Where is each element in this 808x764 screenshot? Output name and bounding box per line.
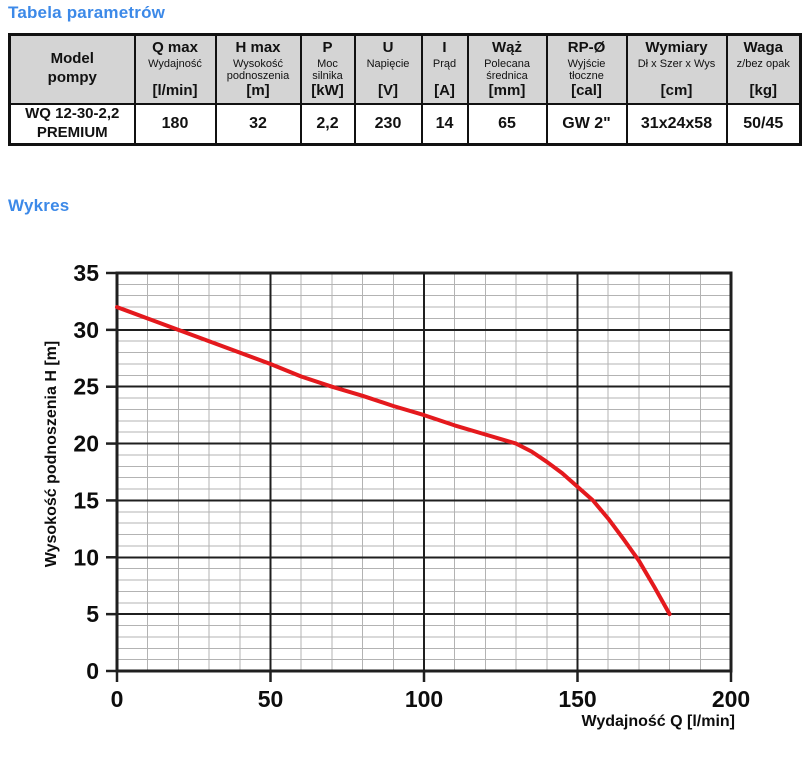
parameters-table: Model pompy Q max Wydajność [l/min] H ma… <box>8 33 802 146</box>
value-qmax: 180 <box>133 103 217 146</box>
model-value-line2: PREMIUM <box>36 124 108 142</box>
col-header-current: I Prąd [A] <box>420 33 469 106</box>
value-voltage: 230 <box>353 103 423 146</box>
col-header-dimensions: Wymiary Dł x Szer x Wys [cm] <box>625 33 728 106</box>
value-dimensions: 31x24x58 <box>625 103 728 146</box>
svg-text:50: 50 <box>258 686 284 712</box>
svg-text:200: 200 <box>712 686 750 712</box>
table-value-row: WQ 12-30-2,2 PREMIUM 180 32 2,2 230 14 6… <box>8 103 802 146</box>
col-header-weight: Waga z/bez opak [kg] <box>725 33 802 106</box>
value-weight: 50/45 <box>725 103 802 146</box>
col-header-model: Model pompy <box>8 33 136 106</box>
x-axis-label: Wydajność Q [l/min] <box>582 713 736 730</box>
col-header-voltage: U Napięcie [V] <box>353 33 423 106</box>
table-header-row: Model pompy Q max Wydajność [l/min] H ma… <box>8 33 802 106</box>
model-value-line1: WQ 12-30-2,2 <box>25 105 120 123</box>
col-header-hose: Wąż Polecana średnica [mm] <box>466 33 548 106</box>
value-hose: 65 <box>466 103 548 146</box>
col-header-hmax: H max Wysokość podnoszenia [m] <box>214 33 302 106</box>
svg-text:10: 10 <box>73 544 99 570</box>
chart-section-title: Wykres <box>8 196 70 215</box>
col-header-outlet: RP-Ø Wyjście tłoczne [cal] <box>545 33 628 106</box>
svg-text:30: 30 <box>73 317 99 343</box>
svg-text:150: 150 <box>558 686 596 712</box>
model-value-cell: WQ 12-30-2,2 PREMIUM <box>8 103 136 146</box>
svg-text:100: 100 <box>405 686 443 712</box>
value-power: 2,2 <box>299 103 356 146</box>
value-outlet: GW 2" <box>545 103 628 146</box>
value-hmax: 32 <box>214 103 302 146</box>
table-section-title: Tabela parametrów <box>8 3 166 22</box>
value-current: 14 <box>420 103 469 146</box>
model-header-line1: Model <box>50 50 94 68</box>
svg-text:0: 0 <box>86 658 99 684</box>
pump-curve-line <box>115 305 672 617</box>
y-axis-label: Wysokość podnoszenia H [m] <box>43 341 60 567</box>
svg-text:0: 0 <box>111 686 124 712</box>
model-header-line2: pompy <box>47 69 97 87</box>
svg-text:5: 5 <box>86 601 99 627</box>
pump-curve-chart: 0 50 100 150 200 0 5 10 15 20 25 30 35 Wydajność Q [l… <box>43 260 750 730</box>
svg-text:35: 35 <box>73 260 99 286</box>
svg-text:25: 25 <box>73 374 99 400</box>
svg-text:20: 20 <box>73 431 99 457</box>
col-header-power: P Moc silnika [kW] <box>299 33 356 106</box>
col-header-qmax: Q max Wydajność [l/min] <box>133 33 217 106</box>
svg-text:15: 15 <box>73 487 99 513</box>
